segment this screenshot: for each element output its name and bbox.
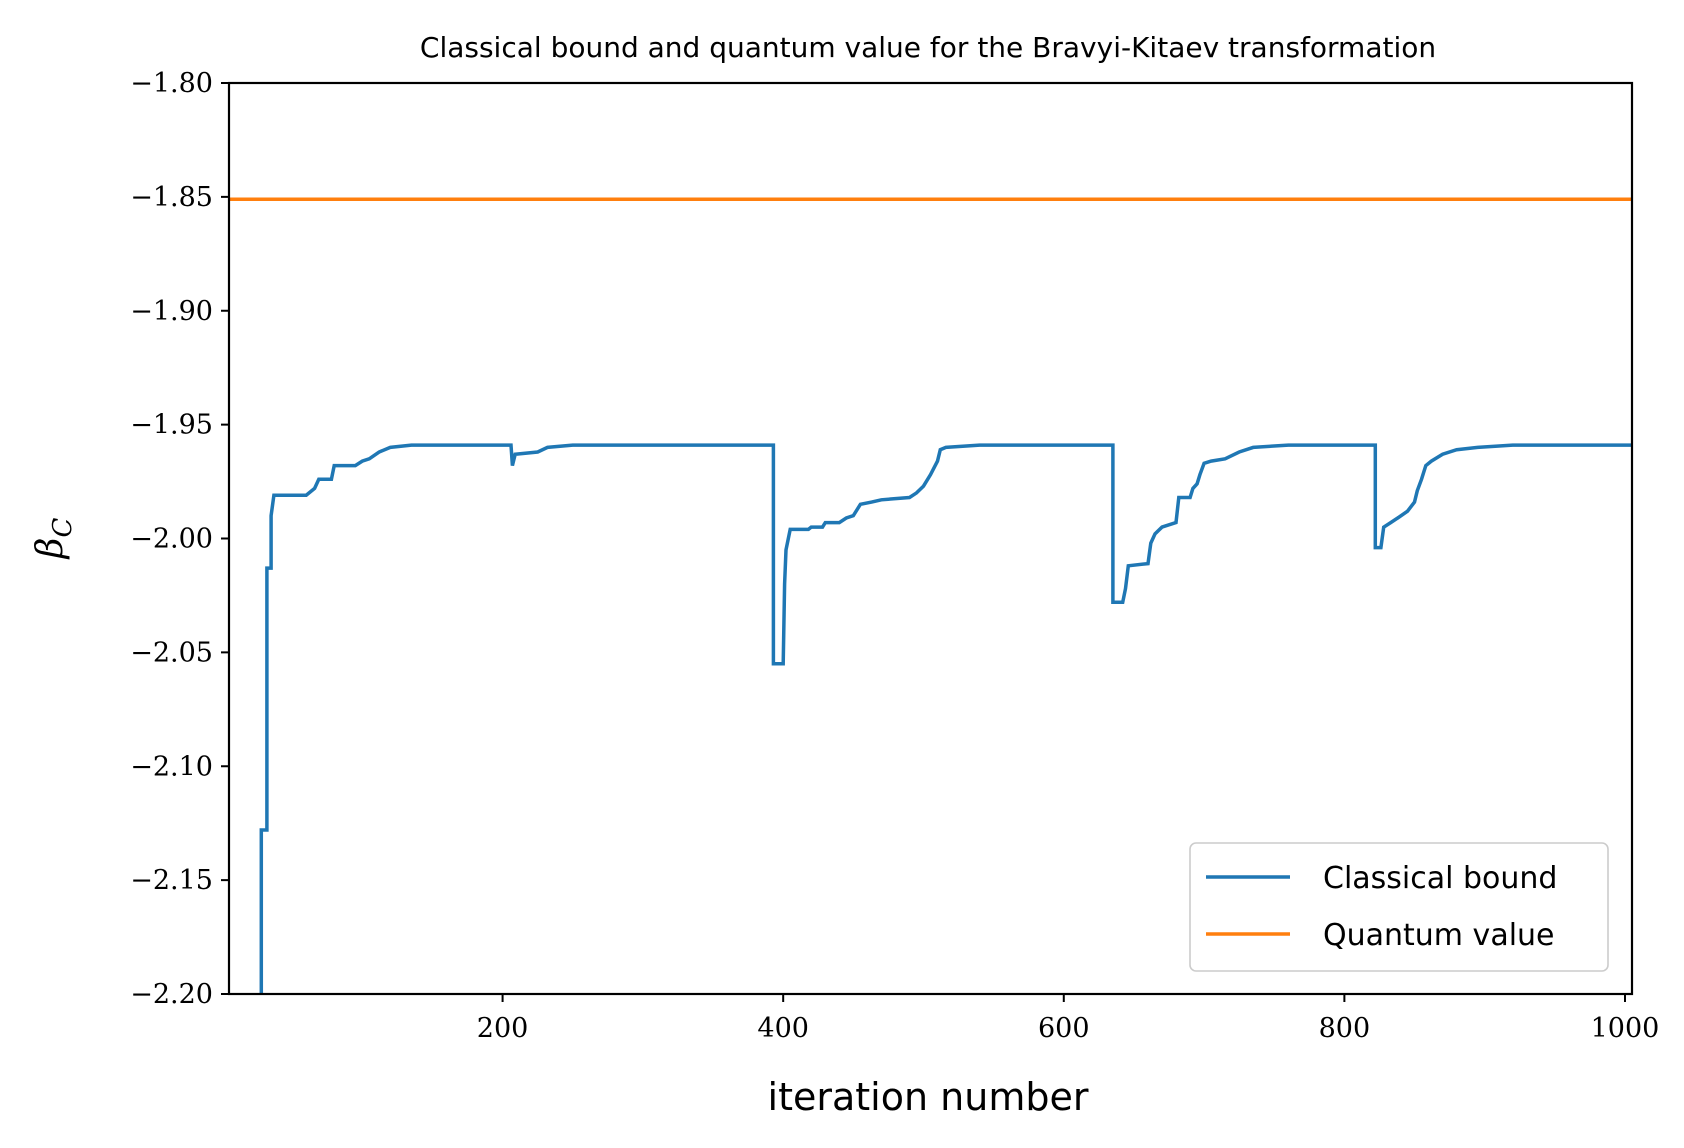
y-axis-label-symbol: β [30, 538, 71, 561]
x-tick-label: 200 [477, 1013, 529, 1044]
legend-label-quantum-value: Quantum value [1323, 918, 1555, 953]
chart-title: Classical bound and quantum value for th… [420, 31, 1436, 64]
x-tick-label: 400 [757, 1013, 809, 1044]
y-tick-label: −1.95 [130, 410, 213, 441]
y-tick-label: −2.05 [130, 637, 213, 668]
y-axis: −2.20 −2.15 −2.10 −2.05 −2.00 −1.95 −1.90 −1.85… [130, 68, 229, 1010]
x-tick-label: 800 [1319, 1013, 1371, 1044]
series-layer [229, 197, 1632, 994]
y-tick-label: −2.10 [130, 751, 213, 782]
legend-box [1189, 842, 1609, 972]
y-tick-label: −2.00 [130, 524, 213, 555]
y-tick-label: −1.85 [130, 182, 213, 213]
y-tick-label: −1.90 [130, 296, 213, 327]
x-tick-label: 600 [1038, 1013, 1090, 1044]
y-tick-label: −1.80 [130, 68, 213, 99]
y-axis-label-subscript: C [48, 518, 78, 538]
legend-label-classical-bound: Classical bound [1323, 861, 1557, 896]
x-axis-label: iteration number [768, 1075, 1089, 1119]
x-axis: 200 400 600 800 1000 [477, 994, 1660, 1044]
y-axis-label: βC [30, 518, 78, 561]
y-tick-label: −2.15 [130, 865, 213, 896]
legend: Classical bound Quantum value [1189, 842, 1609, 972]
x-tick-label: 1000 [1591, 1013, 1660, 1044]
y-tick-label: −2.20 [130, 979, 213, 1010]
series-line-classical-bound [259, 443, 1632, 994]
